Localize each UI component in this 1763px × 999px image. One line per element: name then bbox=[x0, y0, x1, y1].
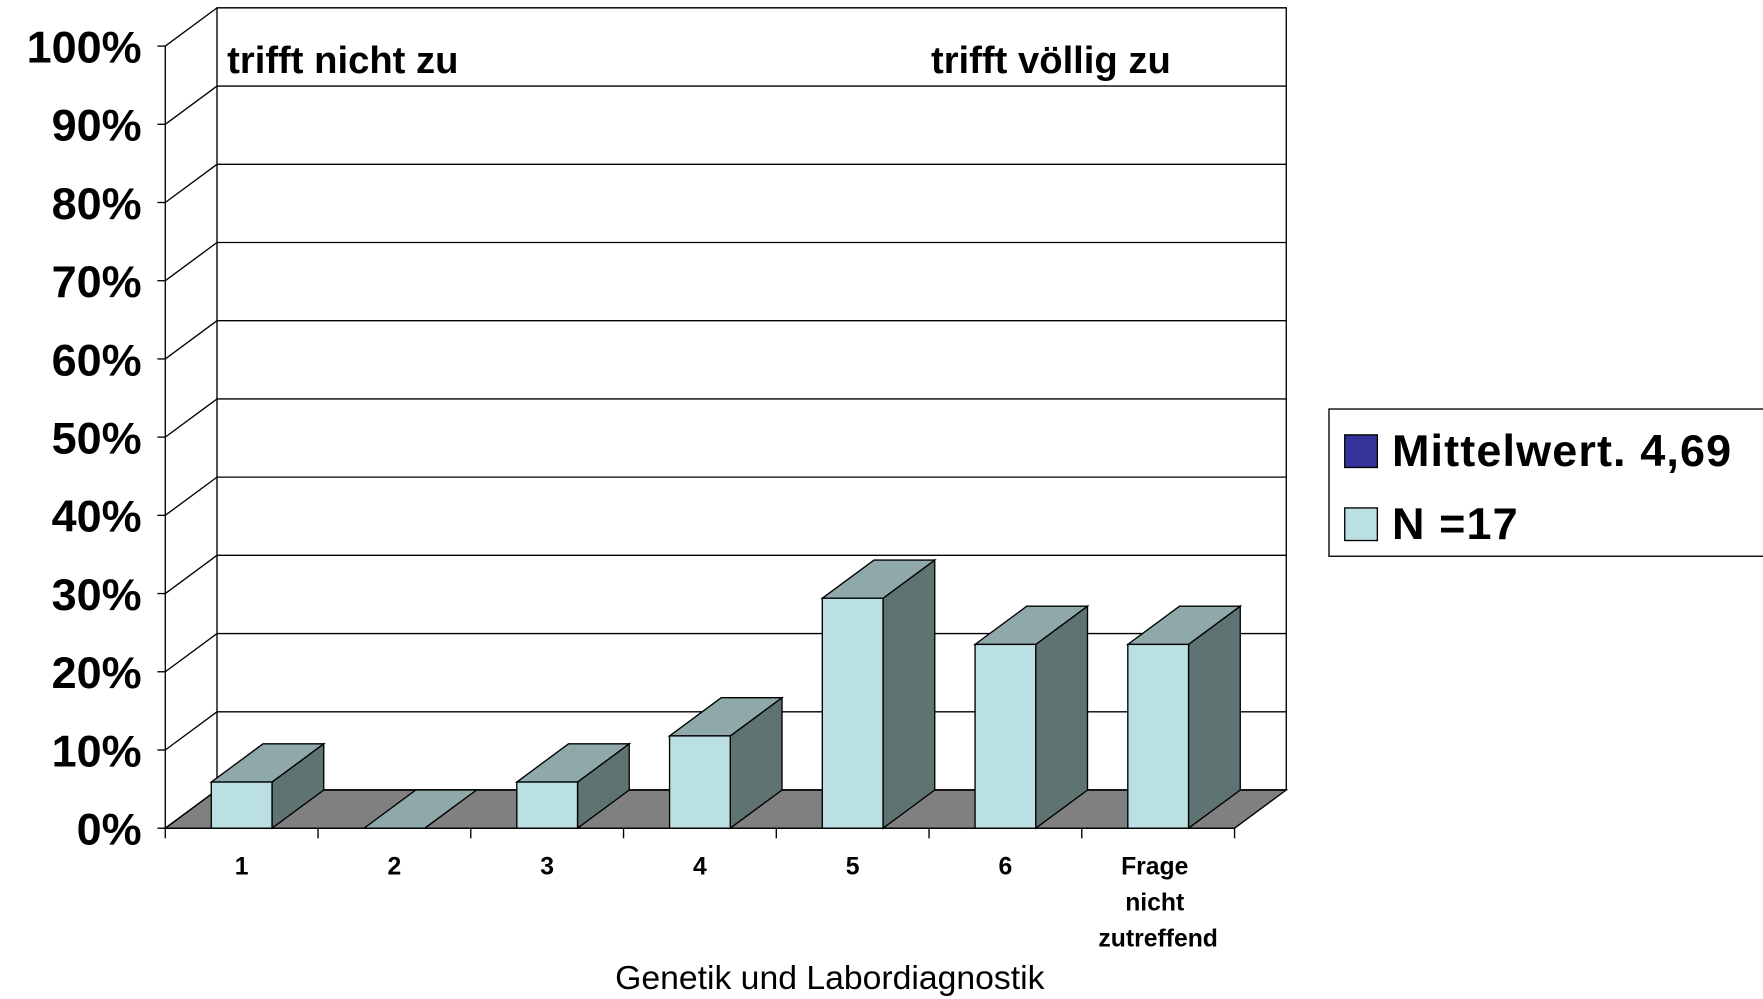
grid-line bbox=[164, 85, 218, 125]
bar bbox=[1127, 643, 1190, 829]
bar bbox=[516, 781, 579, 829]
bar bbox=[821, 597, 884, 829]
grid-line bbox=[164, 398, 218, 438]
bar bbox=[974, 643, 1037, 829]
legend-label: N =17 bbox=[1392, 498, 1519, 549]
y-tick-label: 60% bbox=[52, 334, 142, 385]
x-tick-label: 2 bbox=[388, 853, 402, 880]
y-tick-label: 50% bbox=[52, 413, 142, 464]
annotation: trifft nicht zu bbox=[227, 39, 458, 82]
grid-line bbox=[164, 241, 218, 282]
y-tick-label: 40% bbox=[52, 491, 142, 542]
legend-box bbox=[1328, 408, 1763, 557]
grid-line bbox=[164, 633, 218, 673]
bar-side bbox=[882, 558, 936, 830]
bar bbox=[210, 781, 273, 829]
y-tick-label: 70% bbox=[52, 256, 142, 307]
y-tick-label: 80% bbox=[52, 178, 142, 229]
annotation: trifft völlig zu bbox=[931, 39, 1171, 82]
y-tick-label: 10% bbox=[52, 725, 142, 776]
grid-line bbox=[164, 7, 218, 47]
x-axis-label: Genetik und Labordiagnostik bbox=[615, 959, 1045, 997]
x-tick-label: 1 bbox=[235, 853, 249, 880]
y-tick-label: 30% bbox=[52, 569, 142, 620]
grid-line bbox=[164, 711, 218, 751]
legend-swatch bbox=[1344, 507, 1379, 542]
y-tick-label: 90% bbox=[52, 100, 142, 151]
y-tick-label: 20% bbox=[52, 647, 142, 698]
x-tick-label: 4 bbox=[693, 853, 707, 880]
x-tick-label: 3 bbox=[540, 853, 554, 880]
grid-line bbox=[164, 789, 218, 829]
y-tick-label: 100% bbox=[27, 21, 142, 72]
grid-line bbox=[164, 163, 218, 204]
legend-swatch bbox=[1344, 434, 1379, 469]
x-tick-label: 5 bbox=[846, 853, 860, 880]
grid-line bbox=[164, 554, 218, 595]
x-tick-label: 6 bbox=[999, 853, 1013, 880]
grid-line bbox=[164, 476, 218, 516]
bar-top bbox=[362, 789, 479, 829]
x-tick-label: Frage nicht zutreffend bbox=[1098, 853, 1218, 952]
bar bbox=[668, 735, 731, 829]
grid-line bbox=[164, 320, 218, 360]
legend-label: Mittelwert. 4,69 bbox=[1392, 425, 1732, 476]
y-tick-label: 0% bbox=[77, 804, 142, 855]
